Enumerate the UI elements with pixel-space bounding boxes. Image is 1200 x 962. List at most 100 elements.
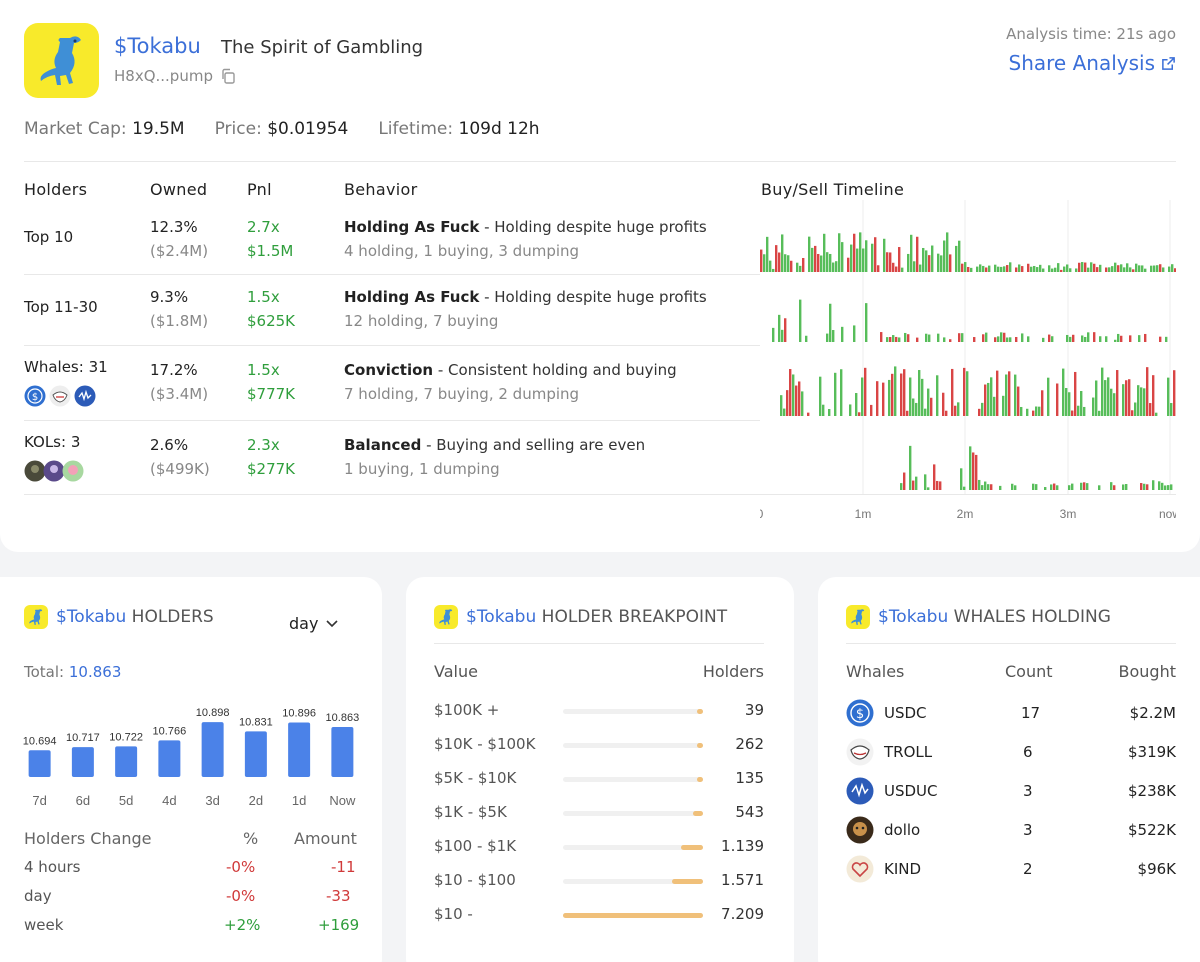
sell-bar: [882, 382, 885, 416]
buy-bar: [1153, 265, 1156, 272]
sell-bar: [1125, 380, 1128, 416]
buy-bar: [1138, 265, 1141, 272]
buy-bar: [799, 265, 802, 272]
breakpoint-count: 262: [735, 735, 764, 753]
sell-bar: [1146, 367, 1149, 416]
breakpoint-bar-fill: [692, 811, 703, 816]
sell-bar: [1159, 264, 1162, 272]
buy-bar: [840, 369, 843, 416]
sell-bar: [933, 464, 936, 490]
sell-bar: [889, 337, 892, 342]
sell-bar: [858, 412, 861, 416]
buy-bar: [997, 266, 1000, 272]
whale-count: 3: [1023, 821, 1033, 839]
row-behavior: Holding As Fuck - Holding despite huge p…: [344, 288, 707, 306]
breakpoint-value-header: Value: [434, 662, 478, 681]
breakpoint-bar-fill: [680, 845, 703, 850]
sell-bar: [778, 252, 781, 272]
divider: [434, 643, 764, 644]
buy-bar: [999, 485, 1002, 490]
row-pnl-x: 2.3x: [247, 436, 280, 454]
buy-bar: [1098, 410, 1101, 416]
holders-bar-chart: 10.694 7d 10.717 6d 10.722 5d 10.766 4d 10.898 3d…: [23, 707, 359, 808]
sell-bar: [939, 481, 942, 490]
sell-bar: [1015, 336, 1018, 342]
buy-bar: [832, 262, 835, 272]
breakpoint-label: $10 -: [434, 905, 473, 923]
buy-bar: [1000, 266, 1003, 272]
sell-bar: [1117, 265, 1120, 272]
breakpoint-count: 7.209: [721, 905, 764, 923]
sell-bar: [1032, 410, 1035, 416]
buy-bar: [883, 238, 886, 272]
sell-bar: [954, 405, 957, 416]
breakpoint-label: $100K +: [434, 701, 500, 719]
sell-bar: [1105, 267, 1108, 272]
holders-bar-value: 10.766: [153, 725, 187, 737]
buy-bar: [915, 402, 918, 416]
sell-bar: [975, 454, 978, 490]
col-header-behavior: Behavior: [344, 180, 418, 199]
buy-bar: [1057, 263, 1060, 272]
buy-bar: [1068, 392, 1071, 416]
holders-bar: [158, 740, 181, 777]
breakpoint-label: $5K - $10K: [434, 769, 517, 787]
period-select[interactable]: day: [289, 614, 339, 633]
buy-bar: [780, 395, 783, 416]
col-header-holders: Holders: [24, 180, 88, 199]
svg-text:$: $: [856, 707, 864, 722]
buy-bar: [1165, 336, 1168, 342]
buy-bar: [892, 335, 895, 342]
buy-bar: [1107, 377, 1110, 416]
token-logo: [24, 23, 99, 98]
sell-bar: [798, 381, 801, 416]
sell-bar: [951, 368, 954, 416]
buy-bar: [1158, 481, 1161, 490]
sell-bar: [817, 253, 820, 272]
copy-icon[interactable]: [220, 68, 236, 84]
buy-bar: [838, 233, 841, 272]
buy-bar: [841, 242, 844, 272]
breakpoint-bar-fill: [697, 709, 703, 714]
buy-sell-timeline: 0 1m 2m 3m now: [760, 200, 1176, 521]
breakpoint-label: $10 - $100: [434, 871, 516, 889]
buy-bar: [957, 402, 960, 416]
buy-bar: [1051, 336, 1054, 342]
sell-bar: [967, 266, 970, 272]
breakpoint-bar: [563, 811, 703, 816]
buy-bar: [1126, 263, 1129, 272]
row-pnl-x: 1.5x: [247, 361, 280, 379]
buy-bar: [1141, 265, 1144, 272]
buy-bar: [1038, 406, 1041, 416]
share-analysis-link[interactable]: Share Analysis: [1009, 51, 1176, 75]
breakpoint-bar-fill: [697, 743, 703, 748]
buy-bar: [985, 332, 988, 342]
dollo-icon: [846, 816, 874, 844]
whale-name: USDC: [884, 704, 927, 722]
holders-bar: [201, 722, 224, 777]
holders-bar-category: 1d: [292, 793, 306, 808]
buy-bar: [925, 333, 928, 342]
buy-bar: [940, 255, 943, 272]
buy-bar: [1039, 264, 1042, 272]
usduc-icon: [846, 777, 874, 805]
breakpoint-count: 1.139: [721, 837, 764, 855]
sell-bar: [949, 254, 952, 272]
sell-bar: [853, 233, 856, 272]
breakpoint-count: 135: [735, 769, 764, 787]
analysis-time: Analysis time: 21s ago: [1006, 25, 1176, 43]
change-row-amount: +169: [318, 916, 360, 934]
buy-bar: [834, 372, 837, 416]
sell-bar: [789, 369, 792, 416]
breakpoint-bar: [563, 709, 703, 714]
buy-bar: [769, 260, 772, 272]
buy-bar: [1044, 487, 1047, 490]
buy-bar: [1123, 267, 1126, 272]
sell-bar: [784, 318, 787, 342]
buy-bar: [805, 335, 808, 342]
buy-bar: [1020, 406, 1023, 416]
buy-bar: [1092, 397, 1095, 416]
holders-bar-category: Now: [329, 793, 356, 808]
sell-bar: [1015, 267, 1018, 272]
buy-bar: [1002, 395, 1005, 416]
